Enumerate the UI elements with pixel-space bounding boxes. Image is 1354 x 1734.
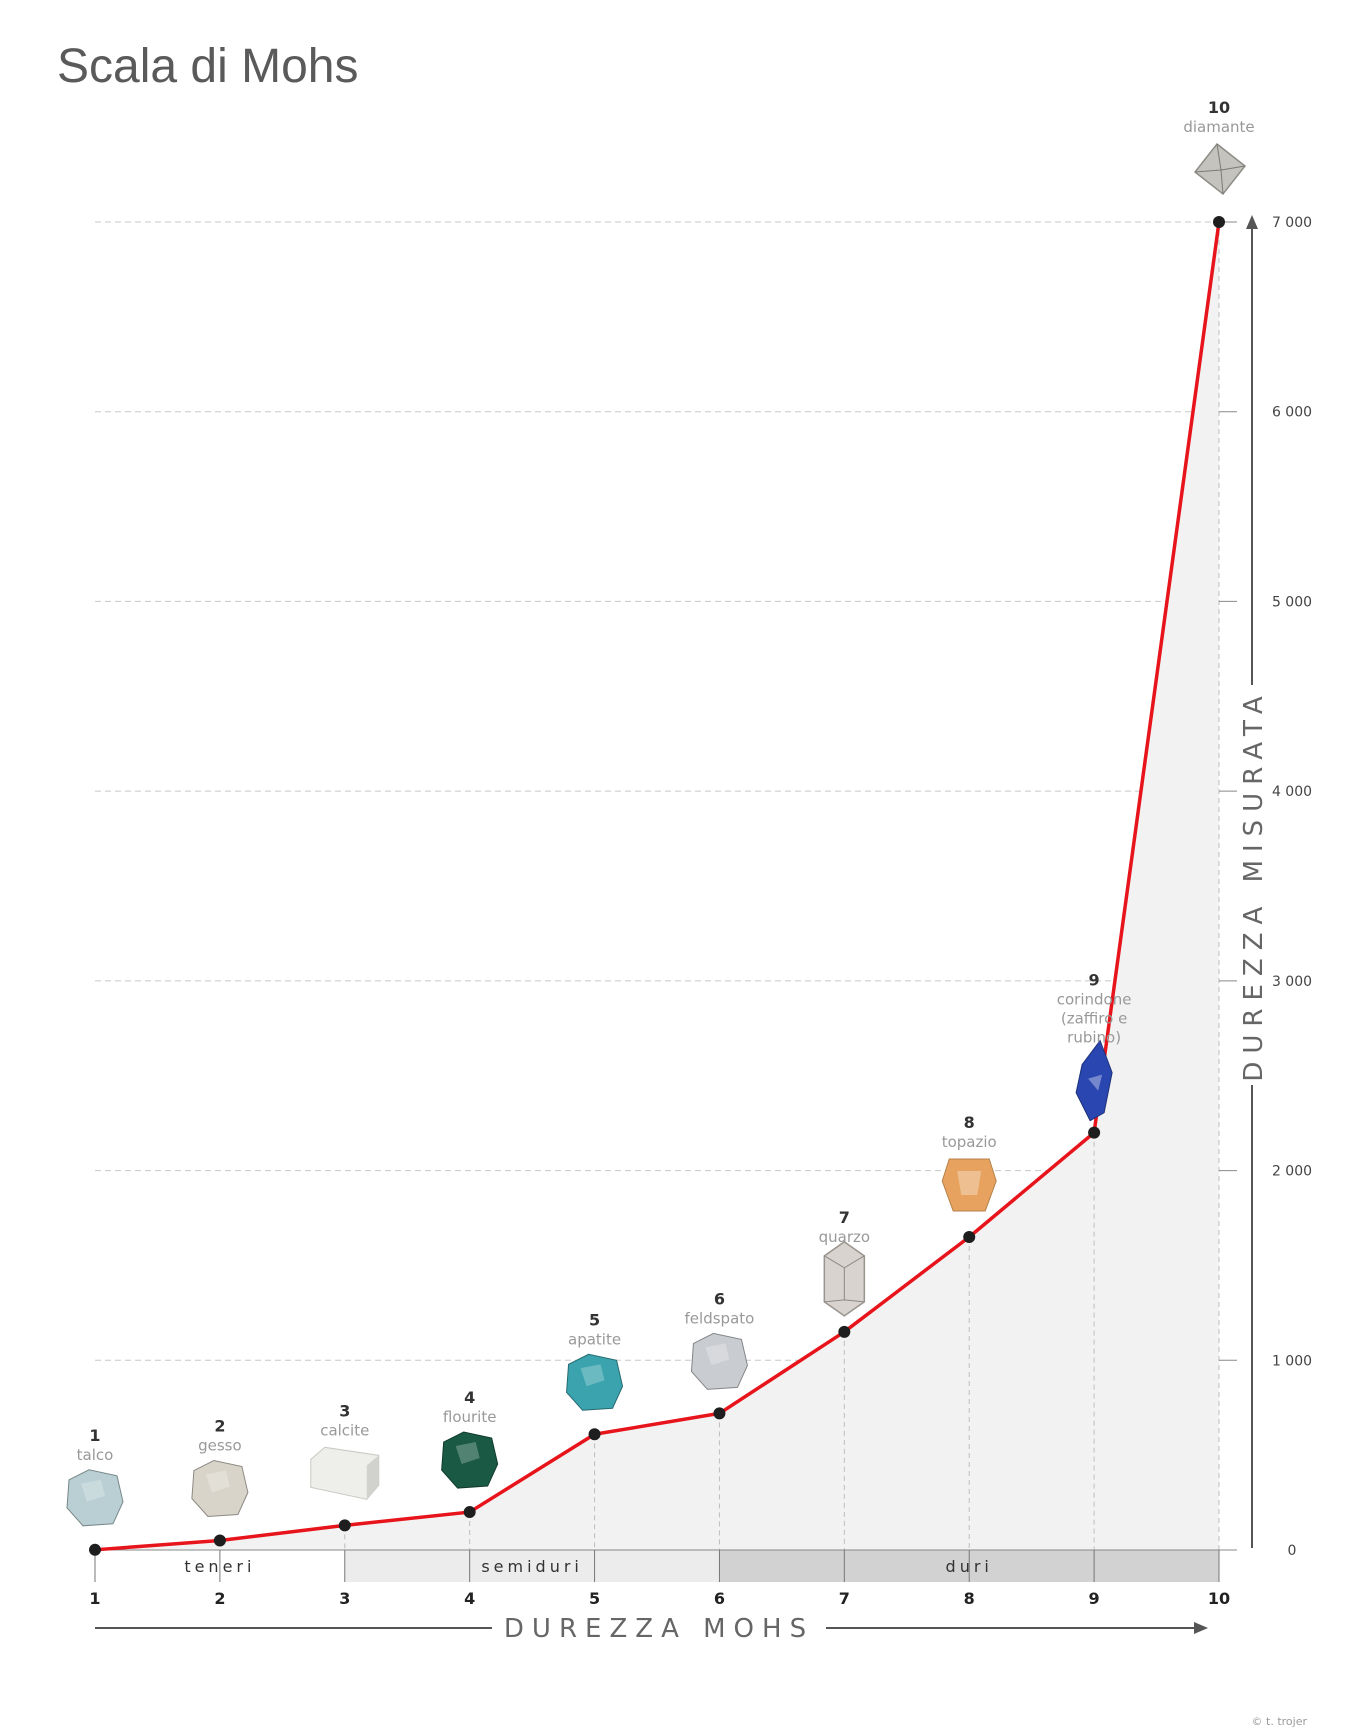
data-point (963, 1230, 976, 1243)
y-tick-label: 2 000 (1272, 1164, 1312, 1180)
x-tick-label: 1 (89, 1589, 100, 1608)
mineral-facet (580, 1364, 605, 1387)
mineral-name: (zaffiro e (1061, 1010, 1127, 1028)
mineral-name: calcite (320, 1421, 369, 1439)
x-tick-label: 9 (1089, 1589, 1100, 1608)
mineral-name: flourite (443, 1408, 497, 1426)
grid-lines (95, 221, 1219, 1361)
mineral-number: 10 (1208, 98, 1230, 117)
x-tick-label: 2 (214, 1589, 225, 1608)
mineral-name: rubino) (1067, 1029, 1121, 1047)
mineral-name: diamante (1183, 118, 1254, 136)
y-axis-arrow (1246, 215, 1258, 1548)
mineral-number: 5 (589, 1310, 600, 1329)
data-point (713, 1407, 726, 1420)
hardness-line (94, 221, 1221, 1552)
y-tick-labels: 0 1 000 2 000 3 000 4 000 5 000 6 000 7 000 (1219, 215, 1312, 1559)
y-tick-label: 1 000 (1272, 1353, 1312, 1369)
data-point (1213, 216, 1225, 228)
x-tick-label: 8 (964, 1589, 975, 1608)
mineral-name: gesso (198, 1437, 242, 1455)
band-label: duri (946, 1557, 993, 1576)
data-point (338, 1519, 351, 1532)
y-tick-label: 0 (1288, 1543, 1297, 1559)
mineral-facet (81, 1479, 105, 1502)
mineral-number: 7 (839, 1208, 850, 1227)
area-fill (95, 222, 1219, 1550)
x-tick-label: 4 (464, 1589, 475, 1608)
y-tick-label: 7 000 (1272, 215, 1312, 231)
x-tick-label: 3 (339, 1589, 350, 1608)
hardness-bands: teneri semiduri duri (95, 1549, 1237, 1582)
mineral-number: 8 (964, 1113, 975, 1132)
y-tick-label: 6 000 (1272, 405, 1312, 421)
chart-title: Scala di Mohs (57, 40, 358, 93)
mineral-name: quarzo (819, 1228, 870, 1246)
area-under-curve (95, 222, 1219, 1550)
y-tick-label: 3 000 (1272, 974, 1312, 990)
data-point (838, 1325, 851, 1338)
data-point (213, 1534, 226, 1547)
x-axis-arrow (95, 1622, 1208, 1634)
data-point (463, 1506, 476, 1519)
mineral-name: talco (77, 1446, 114, 1464)
mineral-facet (455, 1442, 480, 1465)
mineral-facet (366, 1455, 379, 1500)
mineral-number: 2 (214, 1417, 225, 1436)
x-tick-label: 6 (714, 1589, 725, 1608)
mineral-facet (1088, 1074, 1103, 1091)
band-semiduri (344, 1550, 720, 1582)
mineral-number: 6 (714, 1289, 725, 1308)
mineral-facet (705, 1343, 730, 1366)
x-axis-title: DUREZZA MOHS (504, 1614, 814, 1644)
x-tick-label: 7 (839, 1589, 850, 1608)
mineral-facet (1194, 143, 1246, 195)
mineral-name: topazio (942, 1133, 997, 1151)
mineral-number: 9 (1089, 971, 1100, 990)
x-tick-label: 10 (1208, 1589, 1230, 1608)
band-label: teneri (184, 1557, 255, 1576)
y-axis-title: DUREZZA MISURATA (1239, 688, 1269, 1081)
data-point (89, 1543, 101, 1556)
x-tick-label: 5 (589, 1589, 600, 1608)
series-line (94, 221, 1221, 1552)
y-tick-label: 4 000 (1272, 784, 1312, 800)
data-points (89, 216, 1225, 1556)
y-tick-label: 5 000 (1272, 594, 1312, 610)
data-point (1088, 1126, 1101, 1139)
data-point (588, 1428, 601, 1441)
x-tick-labels: 1 2 3 4 5 6 7 8 9 10 (89, 1550, 1230, 1608)
mineral-name: corindone (1057, 991, 1132, 1009)
mineral-facet (824, 1255, 865, 1303)
mineral-icon (1193, 142, 1247, 196)
credit: © t. trojer (1252, 1715, 1308, 1728)
mineral-number: 4 (464, 1388, 475, 1407)
mineral-icon (310, 1446, 380, 1500)
mineral-number: 3 (339, 1401, 350, 1420)
mineral-name: apatite (568, 1330, 621, 1348)
mineral-name: feldspato (685, 1309, 755, 1327)
mineral-facet (957, 1170, 982, 1195)
mineral-facet (205, 1470, 230, 1493)
band-label: semiduri (481, 1557, 583, 1576)
mineral-number: 1 (89, 1426, 100, 1445)
